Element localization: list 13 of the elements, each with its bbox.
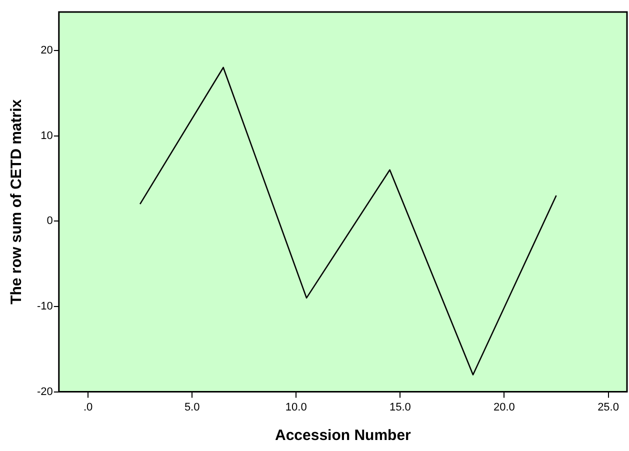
x-axis-title: Accession Number bbox=[275, 427, 412, 444]
y-tick-label: 20 bbox=[40, 44, 53, 56]
y-tick-label: -10 bbox=[36, 300, 53, 312]
x-tick-label: .0 bbox=[83, 401, 93, 414]
x-tick-label: 5.0 bbox=[184, 401, 200, 414]
y-axis-title: The row sum of CETD matrix bbox=[8, 98, 26, 304]
x-tick-label: 20.0 bbox=[494, 401, 515, 414]
y-tick-label: 0 bbox=[46, 215, 53, 228]
y-tick-label: -20 bbox=[36, 386, 53, 398]
x-tick-label: 25.0 bbox=[598, 401, 619, 414]
x-tick-label: 10.0 bbox=[285, 401, 307, 414]
x-tick-label: 15.0 bbox=[389, 401, 411, 414]
y-tick-label: 10 bbox=[40, 130, 53, 142]
